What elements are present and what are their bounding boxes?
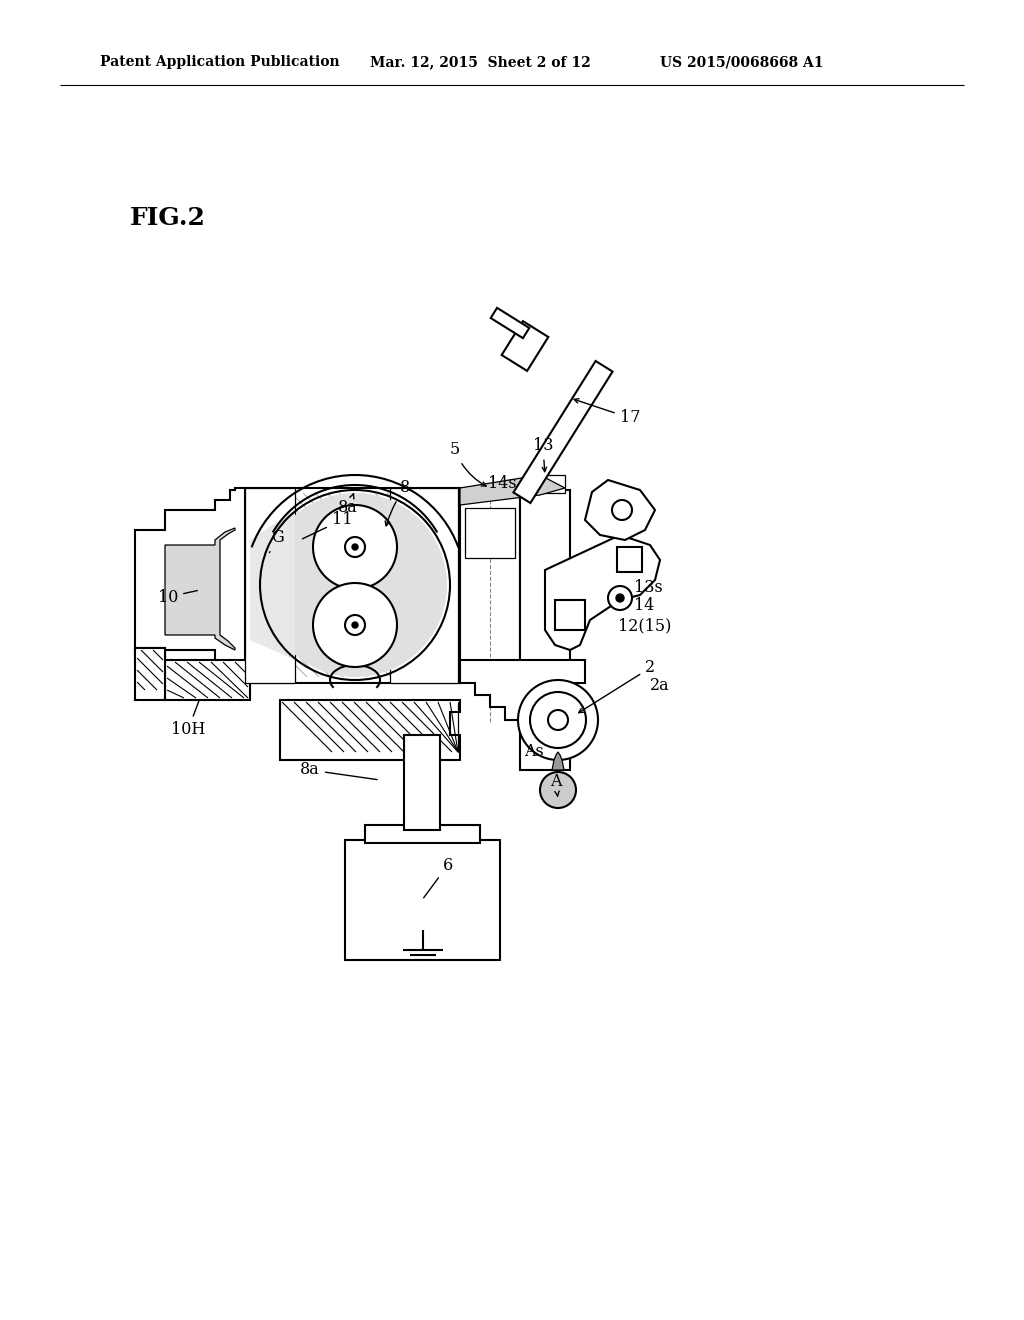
Circle shape: [352, 544, 358, 550]
Bar: [345, 840, 500, 960]
Text: 2a: 2a: [650, 677, 670, 694]
Polygon shape: [585, 480, 655, 540]
Polygon shape: [135, 648, 165, 660]
Bar: [245, 488, 460, 682]
Circle shape: [612, 500, 632, 520]
Text: G: G: [269, 529, 285, 553]
Circle shape: [263, 492, 447, 677]
Polygon shape: [135, 488, 250, 692]
Polygon shape: [135, 648, 165, 700]
Circle shape: [345, 615, 365, 635]
Polygon shape: [490, 308, 529, 338]
Text: 6: 6: [424, 857, 454, 898]
Text: US 2015/0068668 A1: US 2015/0068668 A1: [660, 55, 823, 69]
Text: 10: 10: [158, 589, 198, 606]
Text: 11: 11: [302, 511, 352, 539]
Circle shape: [616, 594, 624, 602]
Text: 8a: 8a: [300, 762, 377, 780]
Text: 5: 5: [450, 441, 486, 486]
Text: FIG.2: FIG.2: [130, 206, 206, 230]
Bar: [365, 825, 480, 843]
Bar: [520, 490, 570, 770]
Bar: [525, 475, 565, 492]
Polygon shape: [390, 488, 458, 682]
Circle shape: [608, 586, 632, 610]
Text: 14: 14: [634, 598, 654, 615]
Circle shape: [352, 622, 358, 628]
Text: 13: 13: [532, 437, 553, 471]
Text: 8a: 8a: [338, 494, 357, 516]
Bar: [404, 735, 440, 830]
Text: 13s: 13s: [634, 579, 663, 597]
Text: 17: 17: [574, 399, 640, 426]
Polygon shape: [552, 752, 564, 770]
Text: 8: 8: [385, 479, 411, 525]
Bar: [555, 601, 585, 630]
Bar: [465, 508, 515, 558]
Polygon shape: [545, 535, 660, 649]
Circle shape: [345, 537, 365, 557]
Text: As: As: [524, 743, 544, 760]
Text: 2: 2: [579, 660, 655, 713]
Text: A: A: [550, 774, 562, 796]
Polygon shape: [502, 321, 548, 371]
Text: Patent Application Publication: Patent Application Publication: [100, 55, 340, 69]
Bar: [460, 488, 520, 663]
Polygon shape: [250, 510, 295, 660]
Text: 10H: 10H: [171, 701, 205, 738]
Polygon shape: [245, 488, 295, 682]
Polygon shape: [460, 475, 565, 506]
Circle shape: [313, 583, 397, 667]
Polygon shape: [165, 649, 215, 671]
Polygon shape: [513, 360, 612, 503]
Polygon shape: [165, 660, 250, 700]
Circle shape: [548, 710, 568, 730]
Bar: [617, 546, 642, 572]
Polygon shape: [165, 528, 234, 649]
Text: 12(15): 12(15): [618, 618, 672, 635]
Circle shape: [540, 772, 575, 808]
Circle shape: [518, 680, 598, 760]
Polygon shape: [460, 660, 585, 719]
Circle shape: [313, 506, 397, 589]
Circle shape: [530, 692, 586, 748]
Text: Mar. 12, 2015  Sheet 2 of 12: Mar. 12, 2015 Sheet 2 of 12: [370, 55, 591, 69]
Polygon shape: [280, 700, 460, 760]
Text: 14s: 14s: [487, 474, 516, 491]
